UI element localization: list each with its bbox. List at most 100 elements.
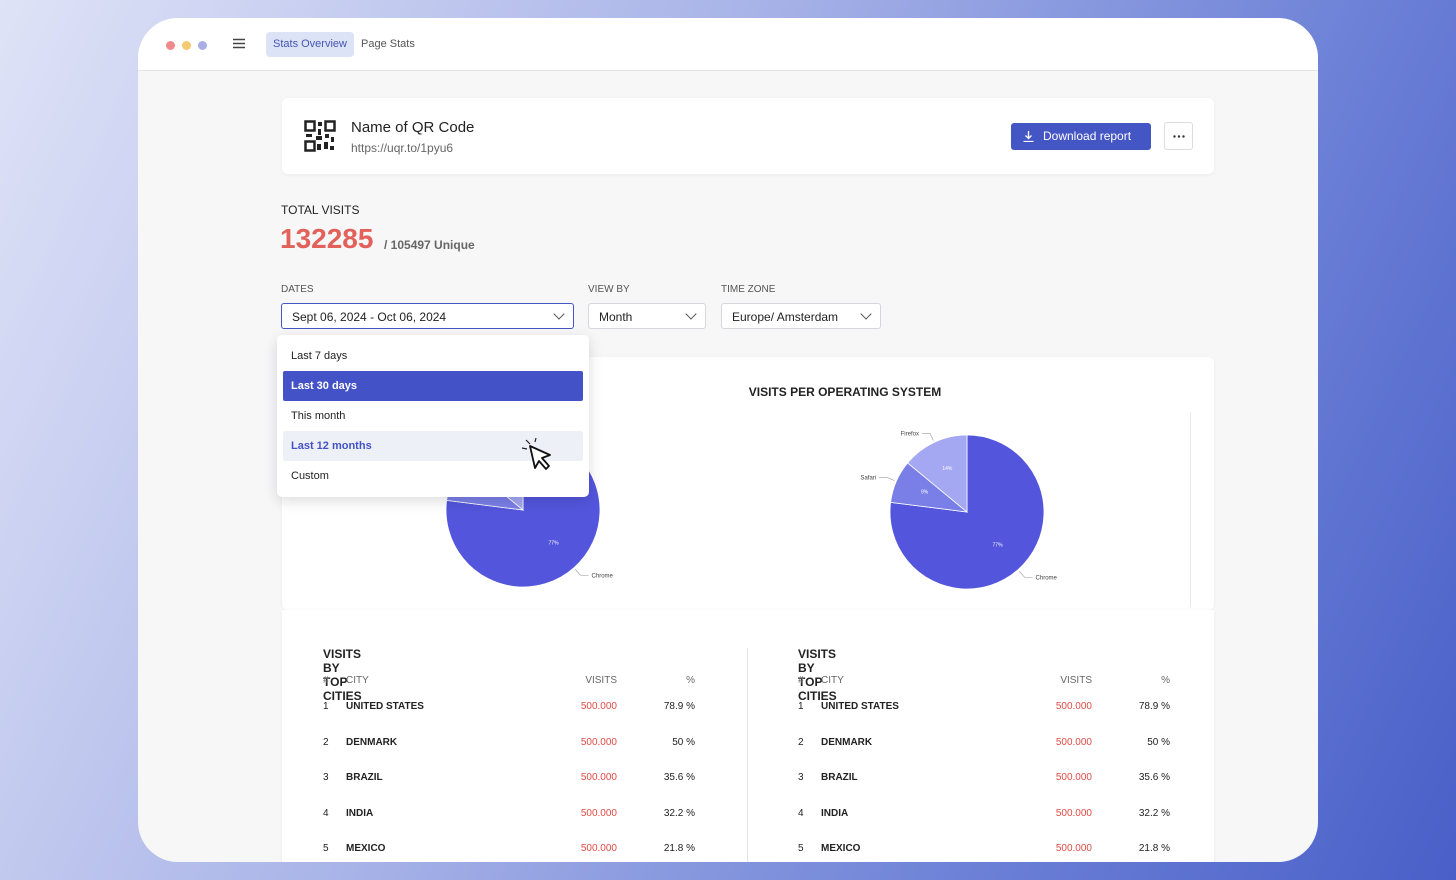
slice-value-label: 9% [921,490,929,496]
slice-value-label: 14% [942,466,953,472]
table-cell: 500.000 [1055,843,1092,854]
filter-label: VIEW BY [588,284,630,295]
total-label: TOTAL VISITS [281,203,360,217]
table-cell: 500.000 [1055,736,1092,748]
dropdown-option[interactable]: Custom [291,470,329,482]
total-value: 132285 [280,223,374,254]
pie-slice [907,434,968,513]
filter-label: DATES [281,284,314,295]
leader-line [575,569,589,576]
table-cell: 32.2 % [1138,807,1170,819]
filter-label: TIME ZONE [721,284,776,295]
table-cell: 5 [323,843,329,854]
table-cell: 500.000 [1055,807,1092,819]
leader-line [879,477,895,481]
window-dot [166,41,175,50]
table-cell: 500.000 [1055,701,1092,712]
divider [1190,412,1191,607]
dates-select[interactable]: Sept 06, 2024 - Oct 06, 2024 [281,303,574,329]
table-cell: 4 [798,807,804,819]
table-cell: DENMARK [821,736,873,748]
table-cell: 35.6 % [1138,772,1170,783]
pie-slice [889,434,1045,590]
table-cell: BRAZIL [821,772,858,783]
table-cell: MEXICO [821,843,861,854]
table-cell: INDIA [821,807,849,819]
leader-line [1019,571,1033,578]
menu-icon[interactable] [233,38,245,49]
dropdown-option-selected[interactable]: Last 30 days [283,371,583,401]
qr-url[interactable]: https://uqr.to/1pyu6 [351,141,454,155]
more-button[interactable] [1164,122,1193,150]
table-cell: DENMARK [346,736,398,748]
column-header: # [323,675,329,686]
table-cell: 500.000 [1055,772,1092,783]
select-value: Month [599,310,633,324]
table-cell: INDIA [346,807,374,819]
slice-value-label: 77% [993,543,1004,549]
table-cell: 3 [323,772,329,783]
table-title: VISITS BY TOP CITIES [798,647,837,703]
table-cell: 2 [323,736,329,748]
table-cell: 21.8 % [663,843,695,854]
table-cell: UNITED STATES [821,701,899,712]
table-cell: 5 [798,843,804,854]
qr-title: Name of QR Code [351,119,475,136]
download-label: Download report [1043,129,1132,143]
column-header: # [798,675,804,686]
tab[interactable]: Page Stats [361,38,415,50]
table-cell: 1 [798,701,804,712]
table-cell: 500.000 [580,736,617,748]
top-bar: Stats Overview Page Stats [138,18,1318,71]
slice-label: Chrome [592,573,614,579]
select-value: Sept 06, 2024 - Oct 06, 2024 [292,310,447,324]
dropdown-option[interactable]: This month [291,410,346,422]
table-cell: 21.8 % [1138,843,1170,854]
tables-panel [282,610,1214,862]
app-window: Stats Overview Page Stats Name of QR Cod… [138,18,1318,862]
timezone-select[interactable]: Europe/ Amsterdam [721,303,881,329]
column-header: CITY [346,675,369,686]
qr-icon [304,120,336,152]
window-dot [182,41,191,50]
leader-line [921,432,934,441]
slice-label: Safari [860,475,876,481]
column-header: VISITS [585,675,617,686]
table-cell: 32.2 % [663,807,695,819]
dropdown-option[interactable]: Last 7 days [291,350,348,362]
column-header: % [686,675,695,686]
column-header: VISITS [1060,675,1092,686]
table-cell: 50 % [672,736,695,748]
chart-title: VISITS PER OPERATING SYSTEM [749,385,941,399]
table-cell: 3 [798,772,804,783]
tab[interactable]: Stats Overview [266,32,354,57]
table-cell: 35.6 % [663,772,695,783]
unique-visits: / 105497 Unique [384,238,475,252]
slice-label: Firefox [901,431,919,437]
table-cell: 500.000 [580,772,617,783]
table-cell: MEXICO [346,843,386,854]
table-cell: 500.000 [580,701,617,712]
qr-header: Name of QR Code https://uqr.to/1pyu6 Dow… [282,98,1214,174]
download-icon [1023,131,1034,142]
slice-label: Chrome [1036,575,1058,581]
table-title: VISITS BY TOP CITIES [323,647,362,703]
table-cell: 1 [323,701,329,712]
table-cell: 78.9 % [1138,701,1170,712]
divider [747,648,748,862]
table-cell: 2 [798,736,804,748]
table-cell: 500.000 [580,843,617,854]
column-header: CITY [821,675,844,686]
table-cell: 500.000 [580,807,617,819]
window-dot [198,41,207,50]
table-cell: UNITED STATES [346,701,424,712]
select-value: Europe/ Amsterdam [732,310,839,324]
table-cell: 50 % [1147,736,1170,748]
slice-value-label: 77% [549,541,560,547]
cursor [521,438,551,470]
table-cell: BRAZIL [346,772,383,783]
table-cell: 78.9 % [663,701,695,712]
view-select[interactable]: Month [588,303,706,329]
download-button[interactable]: Download report [1011,123,1151,150]
